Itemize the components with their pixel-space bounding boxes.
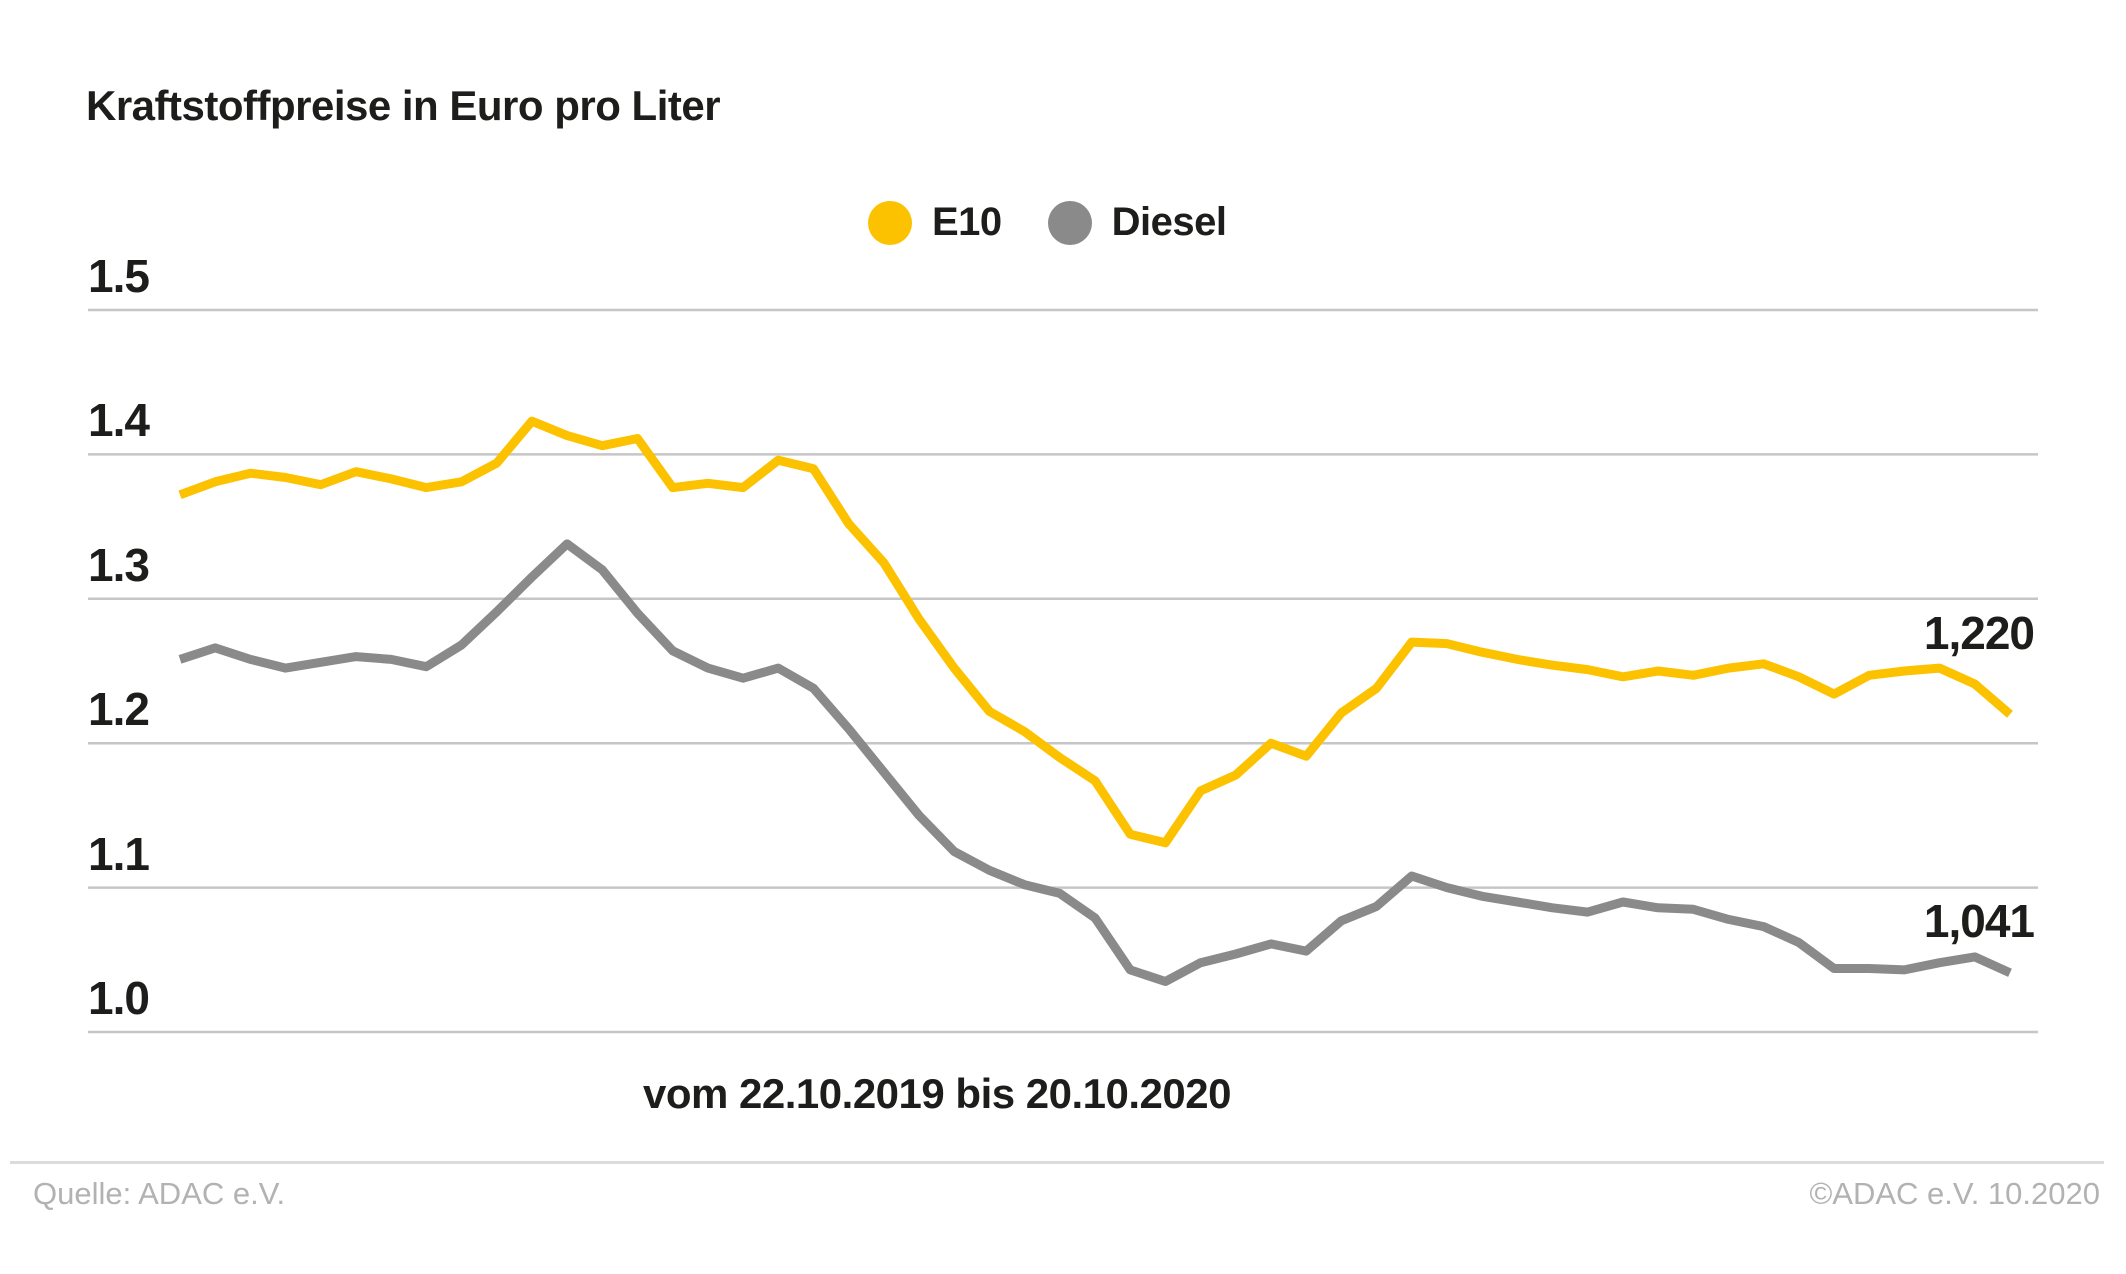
footer-divider (10, 1161, 2104, 1164)
diesel-price-line (178, 539, 2012, 986)
y-axis-tick-1-2: 1.2 (88, 683, 150, 736)
y-axis-tick-1-1: 1.1 (88, 827, 150, 880)
e10-end-value-label: 1,220 (1923, 607, 2035, 659)
y-axis-tick-1-4: 1.4 (88, 394, 150, 447)
y-axis-tick-1-5: 1.5 (88, 250, 150, 302)
legend-diesel-dot (1047, 200, 1092, 245)
legend-diesel-label: Diesel (1111, 200, 1227, 244)
chart-title: Kraftstoffpreise in Euro pro Liter (86, 82, 721, 129)
y-axis-tick-1-3: 1.3 (88, 538, 150, 591)
legend-e10-dot (868, 200, 912, 245)
footer-source: Quelle: ADAC e.V. (33, 1176, 286, 1211)
footer-copyright: ©ADAC e.V. 10.2020 (1809, 1176, 2100, 1211)
y-axis-tick-1-0: 1.0 (88, 972, 150, 1024)
diesel-end-value-label: 1,041 (1923, 895, 2035, 947)
legend: E10 Diesel (868, 200, 1227, 245)
e10-price-line (178, 416, 2013, 848)
x-axis-date-range-label: vom 22.10.2019 bis 20.10.2020 (643, 1070, 1231, 1117)
legend-e10-label: E10 (932, 200, 1002, 244)
